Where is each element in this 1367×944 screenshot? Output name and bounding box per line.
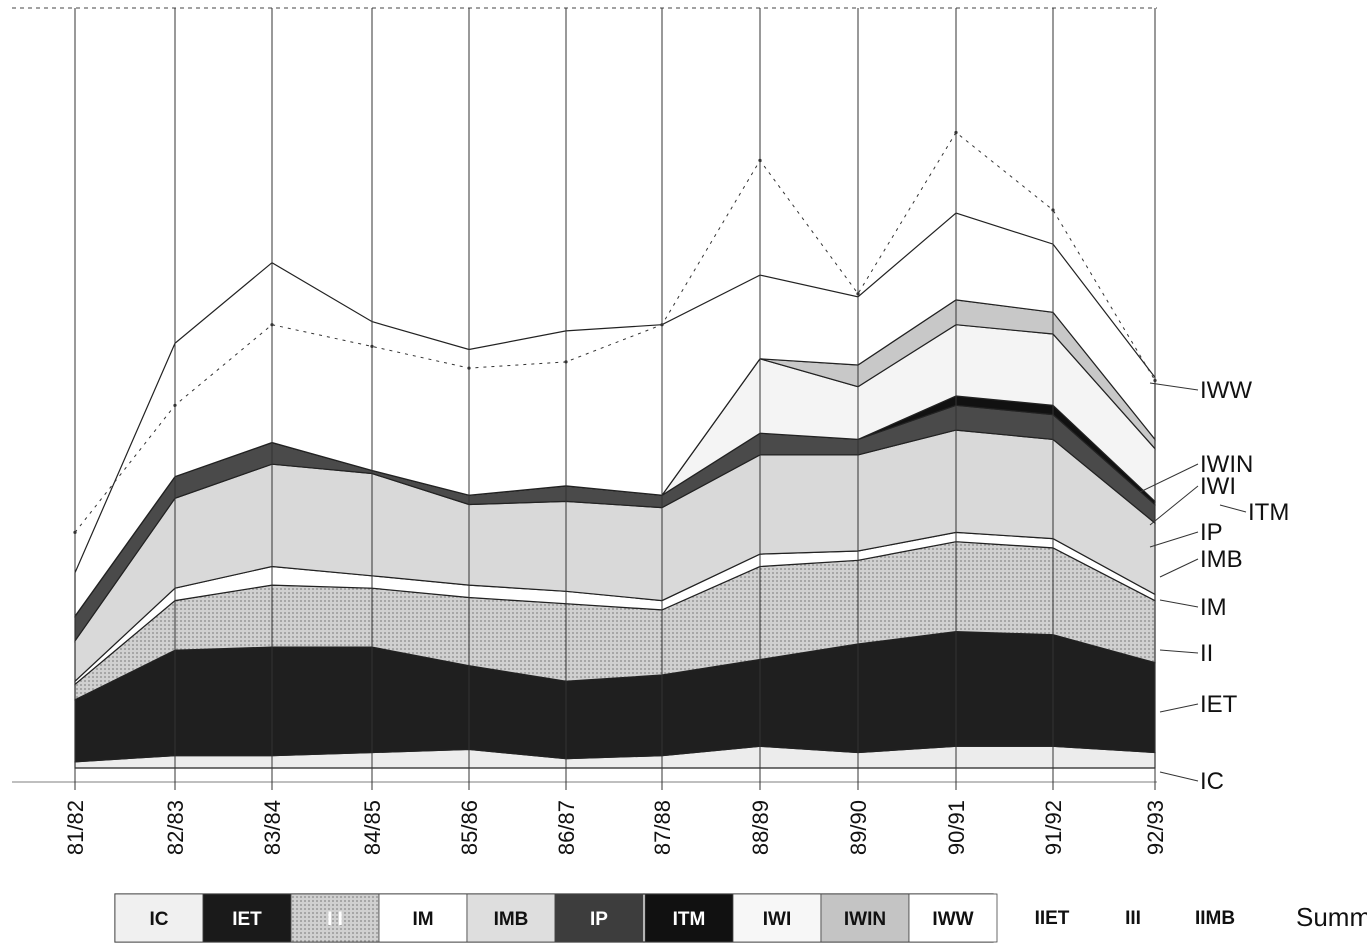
- legend-summe: Summe: [1296, 902, 1367, 932]
- series-label-ip: IP: [1200, 519, 1223, 546]
- leader-itm: [1220, 505, 1246, 512]
- legend-label-ip: IP: [590, 909, 608, 930]
- legend-label-ii: I I: [327, 909, 343, 930]
- x-tick-label: 82/83: [163, 800, 188, 855]
- leader-ii: [1160, 650, 1198, 653]
- legend-extra-iii: III: [1125, 908, 1141, 929]
- leader-iet: [1160, 704, 1198, 712]
- legend-label-itm: ITM: [673, 909, 706, 930]
- x-tick-label: 87/88: [650, 800, 675, 855]
- series-label-imb: IMB: [1200, 546, 1243, 573]
- x-tick-label: 92/93: [1143, 800, 1168, 855]
- leader-im: [1160, 600, 1198, 607]
- legend-label-iww: IWW: [932, 909, 973, 930]
- x-tick-label: 85/86: [457, 800, 482, 855]
- x-tick-label: 89/90: [846, 800, 871, 855]
- series-label-iwi: IWI: [1200, 473, 1236, 500]
- x-tick-label: 91/92: [1041, 800, 1066, 855]
- legend: IC IET I I IM IMB IP ITM IWI IWIN IWW IIET III IIMB S…: [115, 894, 1367, 942]
- plot-area: [12, 8, 1157, 782]
- leader-ip: [1150, 532, 1198, 547]
- series-label-im: IM: [1200, 594, 1227, 621]
- x-tick-label: 83/84: [260, 800, 285, 855]
- legend-label-iwi: IWI: [763, 909, 792, 930]
- series-label-itm: ITM: [1248, 499, 1289, 526]
- legend-label-ic: IC: [150, 909, 169, 930]
- x-tick-label: 84/85: [360, 800, 385, 855]
- x-tick-label: 86/87: [554, 800, 579, 855]
- leader-iww: [1150, 383, 1198, 390]
- leader-iwi: [1150, 486, 1198, 525]
- series-label-iet: IET: [1200, 691, 1238, 718]
- legend-label-iet: IET: [232, 909, 262, 930]
- x-axis-tick-labels: 81/82 82/83 83/84 84/85 85/86 86/87 87/88 88/89…: [63, 800, 1168, 855]
- legend-label-imb: IMB: [494, 909, 529, 930]
- legend-extra-iiet: IIET: [1035, 908, 1070, 929]
- x-tick-label: 88/89: [748, 800, 773, 855]
- series-label-iww: IWW: [1200, 377, 1252, 404]
- x-tick-label: 90/91: [944, 800, 969, 855]
- leader-ic: [1160, 772, 1198, 781]
- series-label-ii: II: [1200, 640, 1213, 667]
- leader-imb: [1160, 559, 1198, 577]
- legend-extra-iimb: IIMB: [1195, 908, 1235, 929]
- legend-label-im: IM: [412, 909, 433, 930]
- legend-label-iwin: IWIN: [844, 909, 886, 930]
- x-tick-label: 81/82: [63, 800, 88, 855]
- series-label-ic: IC: [1200, 768, 1224, 795]
